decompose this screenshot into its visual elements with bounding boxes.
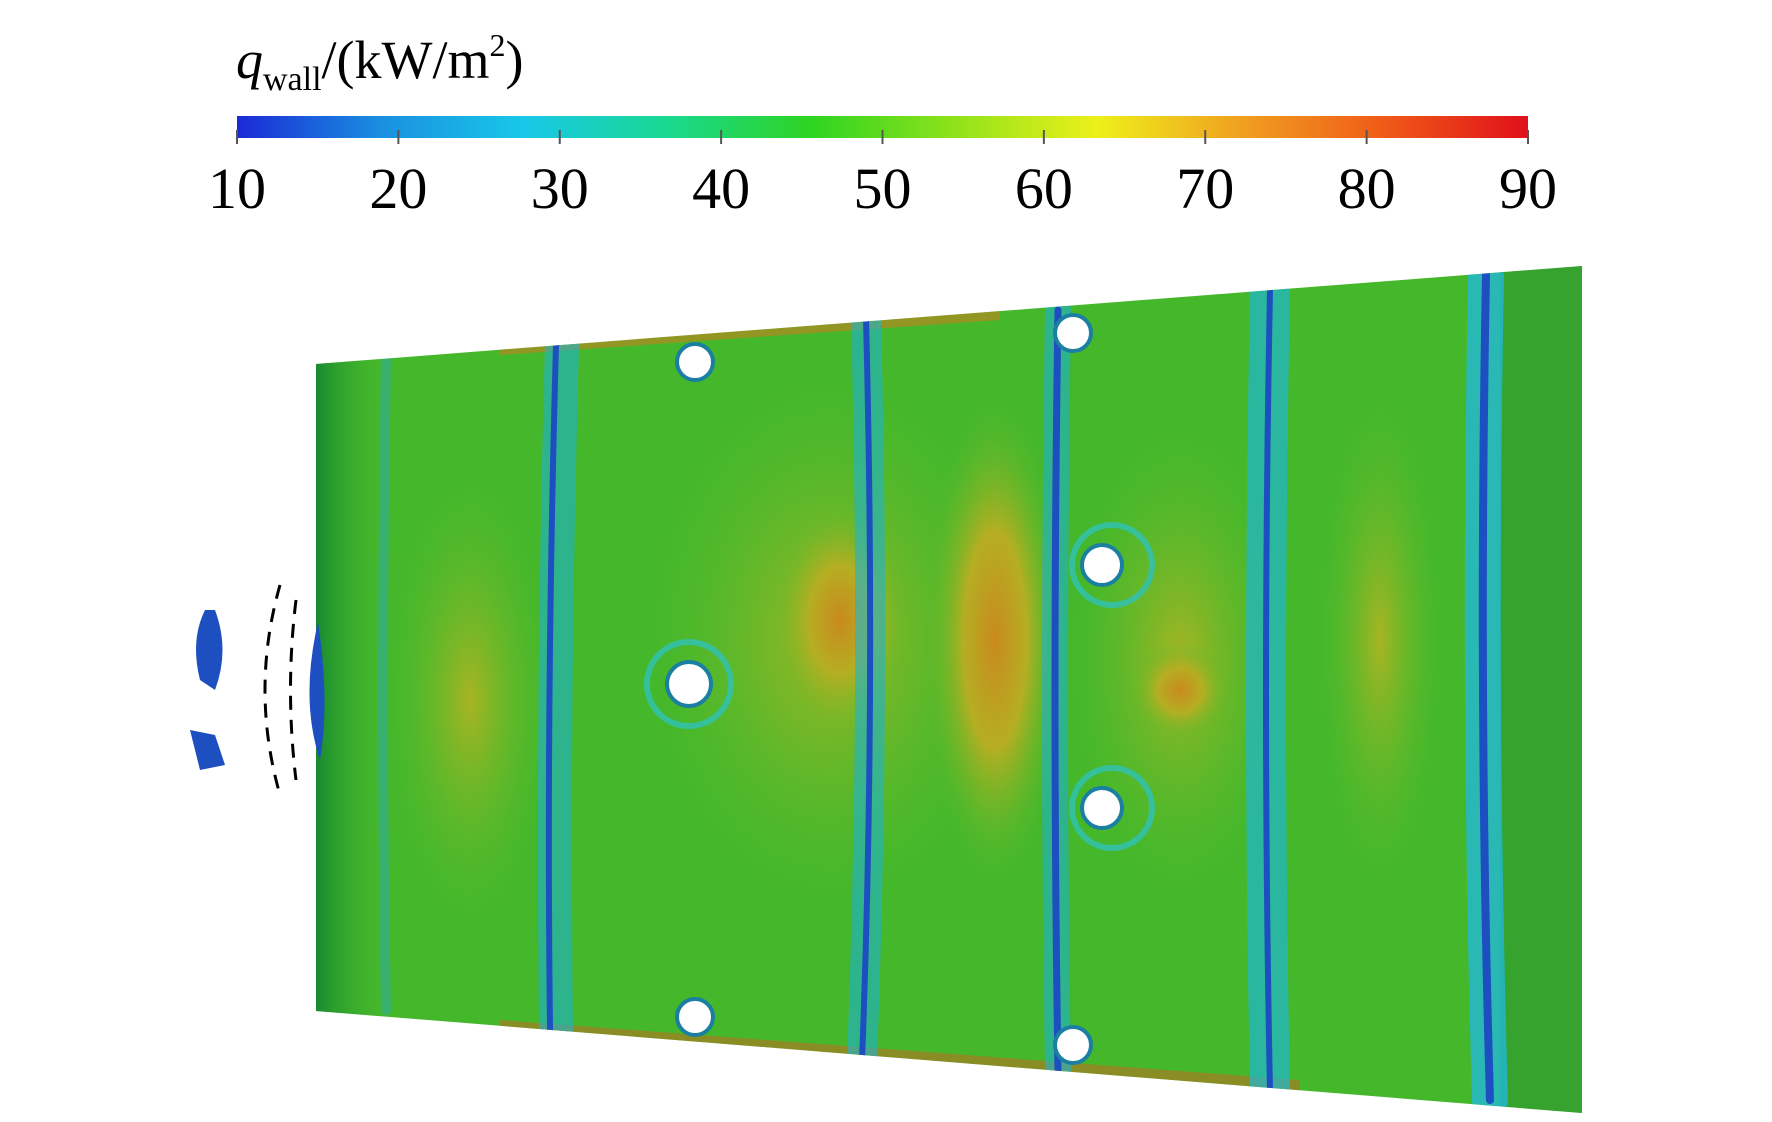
tick-label: 90 (1499, 156, 1557, 221)
body-detail (316, 266, 1582, 1113)
tick-label: 50 (854, 156, 912, 221)
tick-label: 60 (1015, 156, 1073, 221)
colorbar-label: qwall/(kW/m2) (236, 27, 524, 98)
tick-label: 80 (1338, 156, 1396, 221)
label-unit: /(kW/m (322, 30, 490, 90)
inlet-outline (263, 584, 298, 796)
tick-label: 30 (531, 156, 589, 221)
label-close: ) (506, 30, 524, 90)
inlet-vortices (190, 610, 325, 770)
tick-label: 20 (369, 156, 427, 221)
heat-flux-contour (190, 266, 1582, 1113)
label-superscript: 2 (490, 27, 506, 63)
tick-label: 40 (692, 156, 750, 221)
tick-label: 10 (208, 156, 266, 221)
label-subscript: wall (263, 61, 322, 98)
colorbar-ticks: 10 20 30 40 50 60 70 80 90 (208, 130, 1557, 221)
tick-label: 70 (1176, 156, 1234, 221)
label-symbol: q (236, 30, 263, 90)
